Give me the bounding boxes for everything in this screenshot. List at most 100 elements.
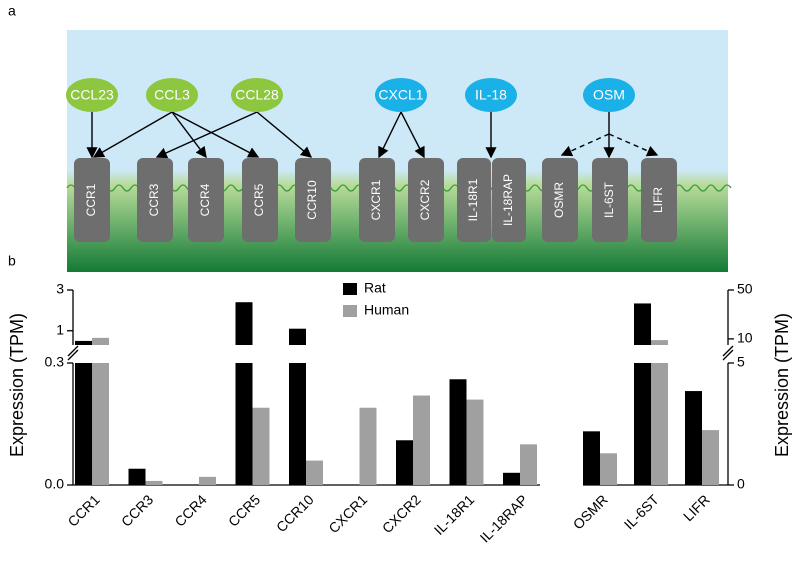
bar <box>359 407 377 485</box>
legend-label: Rat <box>364 280 386 296</box>
ligand <box>465 78 517 112</box>
panel-label: a <box>8 3 16 19</box>
bar <box>466 399 484 485</box>
receptor-label: LIFR <box>651 187 665 213</box>
receptor-label: IL-6ST <box>602 181 616 218</box>
bar <box>235 302 253 345</box>
bar <box>503 472 520 485</box>
x-tick-label: CCR4 <box>171 491 209 529</box>
receptor <box>542 158 578 242</box>
ligand-label: CXCL1 <box>378 87 423 103</box>
receptor-label: OSMR <box>552 182 566 218</box>
bar <box>685 391 702 485</box>
bar <box>75 363 92 485</box>
receptor <box>74 158 110 242</box>
receptor <box>492 158 526 242</box>
bar <box>235 363 253 485</box>
ligand <box>66 78 118 112</box>
ligand-label: IL-18 <box>475 87 507 103</box>
x-tick-label: CXCR2 <box>379 491 424 536</box>
y-tick-label: 0.0 <box>45 476 65 492</box>
receptor-label: CXCR2 <box>418 179 432 220</box>
y-tick-label: 50 <box>737 281 753 297</box>
receptor <box>242 158 278 242</box>
receptor <box>295 158 331 242</box>
receptor <box>592 158 628 242</box>
bar <box>289 328 306 345</box>
bar <box>252 407 270 485</box>
y-axis-label: Expression (TPM) <box>772 313 792 457</box>
x-tick-label: IL-18RAP <box>477 491 531 545</box>
panel-label: b <box>8 253 16 269</box>
receptor-label: IL-18RAP <box>501 174 515 226</box>
ligand <box>231 78 283 112</box>
arrows <box>86 111 659 159</box>
x-tick-label: IL-18R1 <box>431 491 478 538</box>
bar <box>520 444 537 485</box>
ligand <box>146 78 198 112</box>
y-tick-label: 0.3 <box>45 354 65 370</box>
x-tick-label: CXCR1 <box>325 491 370 536</box>
x-tick-label: IL-6ST <box>621 491 662 532</box>
ligand <box>375 78 427 112</box>
ligand-label: CCL23 <box>70 87 114 103</box>
bar <box>651 340 668 345</box>
y-tick-label: 0 <box>737 476 745 492</box>
bar <box>600 453 617 485</box>
y-tick-label: 3 <box>56 281 64 297</box>
bar <box>145 480 163 485</box>
y-tick-label: 5 <box>737 354 745 370</box>
receptor-label: IL-18R1 <box>466 178 480 221</box>
bar <box>396 440 413 485</box>
receptor-label: CCR1 <box>84 183 98 216</box>
bar <box>75 340 92 345</box>
x-tick-label: CCR3 <box>118 491 156 529</box>
bar <box>199 476 216 485</box>
bar <box>651 363 668 485</box>
bar <box>583 431 600 485</box>
receptor-label: CCR10 <box>305 180 319 220</box>
bar <box>634 303 651 345</box>
bar <box>306 460 323 485</box>
arrow <box>171 111 207 159</box>
receptor-label: CCR3 <box>147 183 161 216</box>
receptor <box>137 158 173 242</box>
axis-break <box>67 349 79 361</box>
arrow <box>378 111 402 159</box>
legend-swatch <box>343 305 357 317</box>
axis-break <box>67 345 79 357</box>
receptor <box>641 158 677 242</box>
receptor <box>408 158 444 242</box>
arrow <box>171 111 260 158</box>
y-axis-label: Expression (TPM) <box>7 313 27 457</box>
axis-break <box>722 345 734 357</box>
x-tick-label: CCR5 <box>225 491 263 529</box>
bar <box>92 337 109 345</box>
bar <box>289 363 306 485</box>
ligand-label: OSM <box>593 87 625 103</box>
ligand-label: CCL3 <box>154 87 190 103</box>
legend-label: Human <box>364 302 409 318</box>
x-tick-label: LIFR <box>680 491 713 524</box>
x-tick-label: CCR1 <box>64 491 102 529</box>
receptor <box>359 158 395 242</box>
arrow <box>256 111 313 158</box>
x-tick-label: OSMR <box>570 491 611 532</box>
receptor-label: CXCR1 <box>369 179 383 220</box>
bar <box>449 379 467 485</box>
x-tick-label: CCR10 <box>273 491 317 535</box>
arrow <box>92 111 173 158</box>
bar <box>92 363 109 485</box>
arrow <box>155 111 258 159</box>
axis-break <box>722 349 734 361</box>
legend-swatch <box>343 283 357 295</box>
ligand <box>583 78 635 112</box>
arrow <box>400 111 425 159</box>
bar <box>702 430 719 485</box>
bar <box>128 468 146 485</box>
receptor-label: CCR4 <box>198 183 212 216</box>
bar <box>413 395 430 485</box>
y-tick-label: 1 <box>56 321 64 337</box>
y-tick-label: 10 <box>737 330 753 346</box>
